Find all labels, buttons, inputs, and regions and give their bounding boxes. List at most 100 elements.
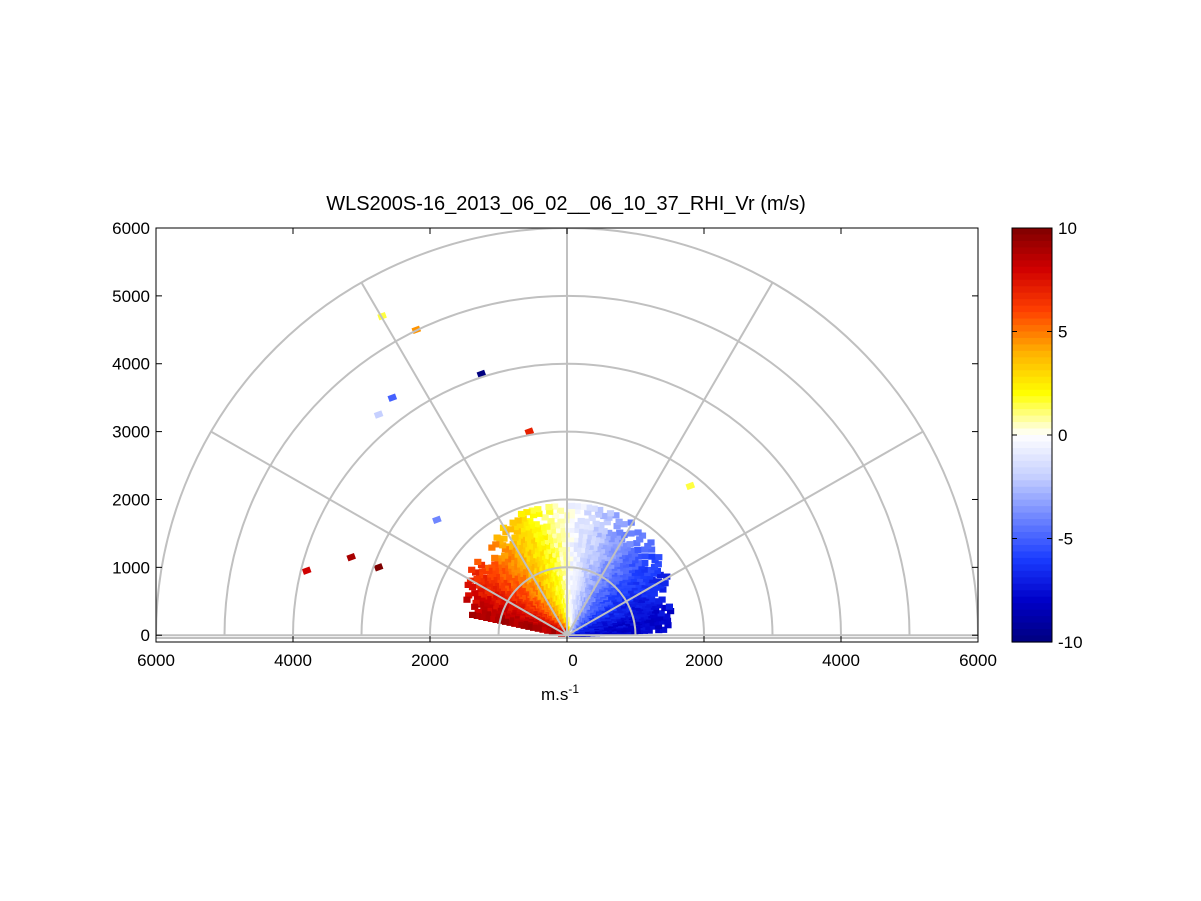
colorbar-cell xyxy=(1012,266,1052,274)
velocity-cell xyxy=(627,547,635,554)
velocity-cell xyxy=(607,546,615,553)
velocity-cell xyxy=(567,526,575,533)
velocity-cell xyxy=(528,537,536,544)
velocity-cell xyxy=(567,512,575,519)
colorbar-cell xyxy=(1012,544,1052,553)
velocity-cell xyxy=(655,627,663,634)
velocity-cell xyxy=(572,522,580,529)
velocity-cell xyxy=(527,522,535,529)
velocity-cell xyxy=(639,599,647,607)
angle-spoke xyxy=(566,430,924,637)
colorbar-cell xyxy=(1012,357,1052,365)
velocity-cell xyxy=(490,606,498,613)
velocity-cell xyxy=(485,583,493,590)
velocity-cell xyxy=(636,536,644,543)
colorbar-cell xyxy=(1012,603,1052,611)
velocity-cell xyxy=(618,536,626,543)
colorbar-cell xyxy=(1012,512,1052,520)
colorbar-cell xyxy=(1012,519,1052,527)
velocity-cell xyxy=(545,537,554,544)
velocity-cell xyxy=(664,622,672,629)
velocity-cell xyxy=(557,526,566,533)
velocity-cell xyxy=(646,592,654,599)
velocity-cell xyxy=(581,528,589,535)
velocity-cell xyxy=(574,541,582,548)
velocity-cell xyxy=(581,523,589,530)
colorbar-cell xyxy=(1012,299,1052,307)
velocity-cell xyxy=(594,546,602,553)
velocity-cell xyxy=(474,558,482,565)
velocity-cell xyxy=(601,549,609,556)
velocity-cell xyxy=(551,546,559,553)
velocity-cell xyxy=(521,545,530,552)
velocity-cell xyxy=(648,612,656,619)
colorbar-cell xyxy=(1012,460,1052,468)
velocity-cell xyxy=(639,617,647,624)
velocity-cell xyxy=(606,510,615,517)
velocity-cell xyxy=(489,570,497,577)
colorbar-cell xyxy=(1012,532,1052,540)
colorbar-cell xyxy=(1012,506,1052,514)
velocity-cell xyxy=(522,534,530,542)
velocity-cell xyxy=(506,526,515,533)
colorbar-cell xyxy=(1012,447,1052,456)
velocity-cell xyxy=(548,527,556,534)
velocity-cell xyxy=(634,546,642,554)
velocity-cell xyxy=(587,539,595,546)
velocity-cell xyxy=(571,531,579,538)
velocity-cell xyxy=(656,571,664,578)
velocity-cell xyxy=(603,519,611,526)
velocity-cell xyxy=(514,517,522,524)
x-tick-label: 2000 xyxy=(685,651,723,670)
colorbar-cell xyxy=(1012,486,1052,494)
outlier-point xyxy=(373,563,384,572)
velocity-cell xyxy=(472,569,480,576)
colorbar-cell xyxy=(1012,383,1052,391)
colorbar-cell xyxy=(1012,286,1052,294)
velocity-cell xyxy=(619,542,627,549)
velocity-cell xyxy=(547,547,555,554)
velocity-cell xyxy=(570,541,578,548)
colorbar-cell xyxy=(1012,557,1052,565)
velocity-cell xyxy=(659,586,667,593)
velocity-cell xyxy=(640,624,648,631)
velocity-cell xyxy=(519,541,528,548)
velocity-cell xyxy=(508,547,516,554)
velocity-cell xyxy=(545,504,553,511)
velocity-cell xyxy=(473,612,481,619)
velocity-cell xyxy=(530,531,538,538)
velocity-cell xyxy=(661,604,669,612)
velocity-cell xyxy=(553,629,561,636)
velocity-cell xyxy=(637,596,645,603)
colorbar-cell xyxy=(1012,499,1052,507)
velocity-cell xyxy=(578,542,586,549)
outlier-point xyxy=(685,481,696,491)
velocity-cell xyxy=(596,506,604,514)
colorbar-cell xyxy=(1012,292,1052,300)
velocity-cell xyxy=(553,527,561,534)
velocity-cell xyxy=(516,521,524,528)
y-tick-label: 3000 xyxy=(112,423,150,442)
velocity-cell xyxy=(620,531,628,539)
velocity-cell xyxy=(501,618,510,625)
velocity-cell xyxy=(557,517,565,524)
velocity-cell xyxy=(597,537,605,544)
velocity-cell xyxy=(644,616,652,624)
velocity-cell xyxy=(554,541,562,548)
velocity-cell xyxy=(473,595,482,603)
colorbar-cell xyxy=(1012,473,1052,481)
velocity-cell xyxy=(582,542,590,549)
velocity-cell xyxy=(528,507,536,514)
velocity-cell xyxy=(558,540,566,548)
velocity-cell xyxy=(519,515,527,522)
velocity-cell xyxy=(523,524,531,531)
velocity-cell xyxy=(626,541,634,548)
velocity-cell xyxy=(511,523,519,531)
velocity-cell xyxy=(591,525,599,532)
velocity-cell xyxy=(639,572,647,579)
velocity-cell xyxy=(650,603,658,610)
colorbar-cell xyxy=(1012,635,1052,643)
velocity-cell xyxy=(652,611,661,618)
velocity-cell xyxy=(649,616,657,623)
velocity-cell xyxy=(489,586,497,593)
